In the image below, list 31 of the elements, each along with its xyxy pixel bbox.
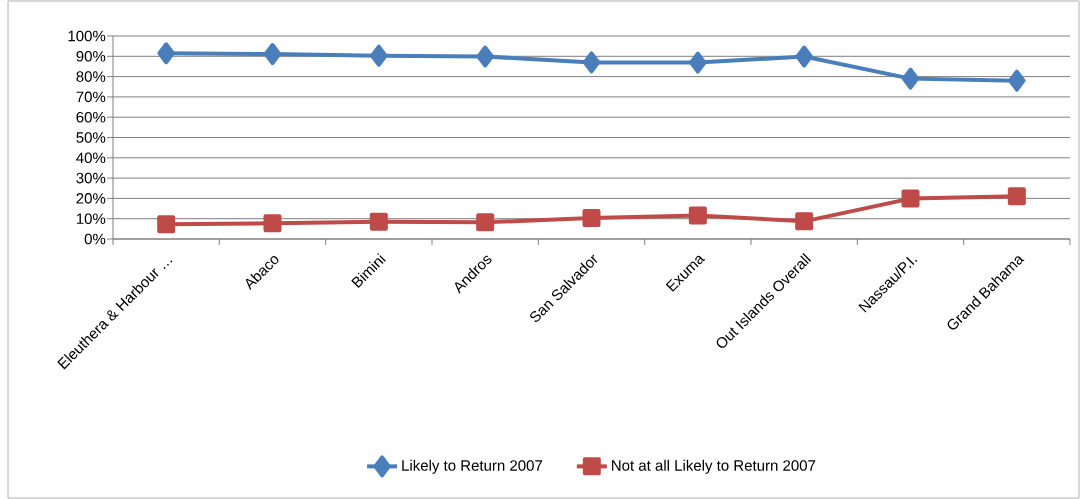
y-tick-label: 100% — [68, 30, 106, 42]
point — [369, 212, 388, 231]
legend-label: Not at all Likely to Return 2007 — [612, 459, 816, 474]
point — [795, 212, 814, 231]
y-tick-label: 90% — [76, 50, 106, 62]
point — [1007, 187, 1026, 206]
point — [476, 45, 494, 68]
y-tick-label: 80% — [76, 71, 106, 82]
y-tick-label: 50% — [76, 132, 106, 143]
point — [263, 43, 282, 66]
point — [476, 213, 495, 232]
point — [370, 44, 388, 67]
point — [901, 189, 920, 208]
y-tick-label: 0% — [84, 233, 106, 245]
y-tick-label: 30% — [76, 172, 106, 184]
y-tick-label: 60% — [76, 111, 106, 123]
point — [157, 42, 175, 65]
y-tick-label: 70% — [76, 91, 106, 103]
point — [689, 51, 707, 74]
point — [901, 67, 920, 90]
point — [582, 51, 601, 74]
point — [582, 208, 601, 227]
point — [795, 45, 813, 68]
y-tick-label: 40% — [76, 152, 106, 164]
y-tick-label: 20% — [76, 193, 106, 204]
point — [157, 215, 176, 234]
y-tick-label: 10% — [76, 213, 106, 224]
legend-label: Likely to Return 2007 — [402, 459, 543, 474]
point — [263, 214, 282, 233]
point — [688, 206, 707, 225]
point — [1008, 69, 1026, 92]
